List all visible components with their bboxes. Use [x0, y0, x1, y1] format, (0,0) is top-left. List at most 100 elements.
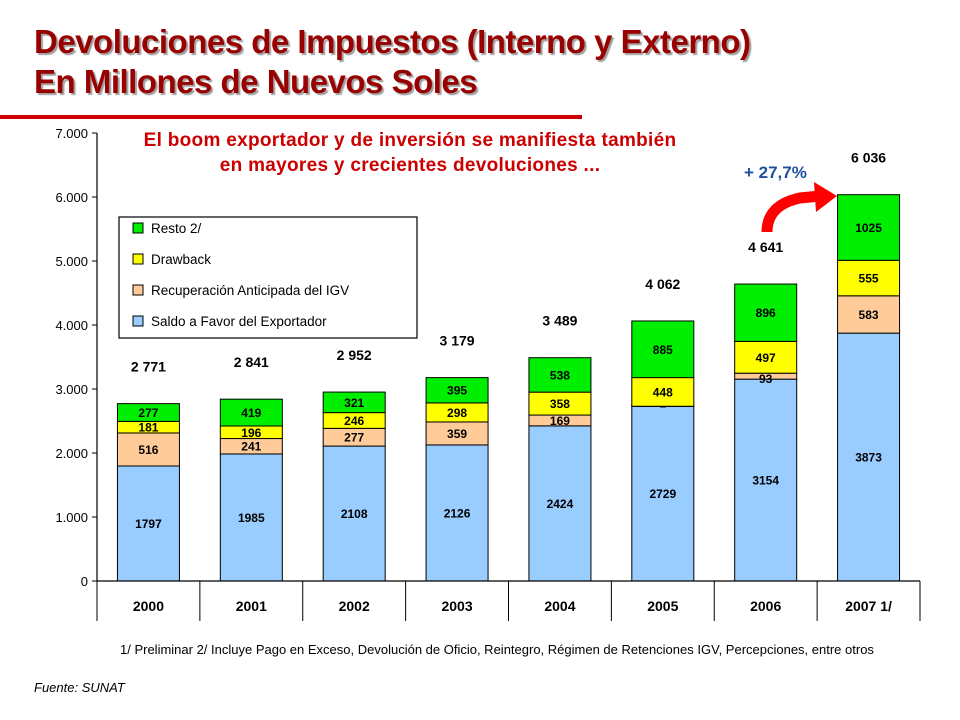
data-label: 538 [550, 368, 570, 382]
data-label: 246 [344, 414, 364, 428]
y-tick-label: 7.000 [55, 126, 88, 141]
legend-swatch [132, 222, 144, 234]
legend: Resto 2/Drawback Recuperación Anticipada … [118, 216, 418, 339]
y-tick-label: 5.000 [55, 254, 88, 269]
data-label: 1985 [238, 511, 265, 525]
bar-segment [734, 283, 798, 342]
bar-stack: 3154 93 497 896 4 641 [734, 239, 798, 582]
total-label: 4 641 [748, 239, 783, 255]
data-label: 516 [138, 443, 158, 457]
arrow-head [814, 182, 837, 212]
axes: 2000 2001 2002 2003 2004 2005 2006 2007 1/ [96, 133, 921, 621]
legend-swatch [132, 253, 144, 265]
total-label: 6 036 [851, 150, 886, 166]
bar-segment [219, 398, 283, 427]
data-label: 358 [550, 397, 570, 411]
bar-segment [425, 444, 489, 582]
legend-label: Resto 2/ [151, 221, 202, 236]
data-label: 1797 [135, 517, 162, 531]
data-label: 555 [859, 272, 879, 286]
arrow-shaft [761, 190, 821, 233]
total-label: 2 952 [337, 347, 372, 363]
data-label: 2729 [649, 487, 676, 501]
total-label: 4 062 [645, 276, 680, 292]
title-line-2: En Millones de Nuevos Soles [34, 63, 478, 100]
legend-box [118, 216, 418, 339]
bar-stack: 2126 359 298 395 3 179 [425, 333, 489, 582]
y-tick-label: 2.000 [55, 446, 88, 461]
total-label: 2 841 [234, 354, 269, 370]
bar-segment [528, 357, 592, 393]
data-label: 298 [447, 406, 467, 420]
y-tick-label: 4.000 [55, 318, 88, 333]
source-note: Fuente: SUNAT [34, 680, 125, 695]
bar-segment [631, 377, 695, 407]
legend-swatch [132, 284, 144, 296]
data-label: 277 [138, 406, 158, 420]
data-label: 3873 [855, 451, 882, 465]
x-tick-label: 2006 [750, 598, 781, 614]
data-label: 2126 [444, 506, 471, 520]
page-title: Devoluciones de Impuestos (Interno y Ext… [34, 22, 751, 102]
data-label: 885 [653, 343, 673, 357]
data-label: 1025 [855, 221, 882, 235]
data-label: 583 [859, 308, 879, 322]
data-label: 419 [241, 406, 261, 420]
x-tick-label: 2001 [236, 598, 267, 614]
data-label: 448 [653, 385, 673, 399]
data-label: 395 [447, 384, 467, 398]
data-label: 93 [759, 372, 773, 386]
data-label: 241 [241, 440, 261, 454]
bar-stack: 2108 277 246 321 2 952 [322, 347, 386, 582]
data-label: 359 [447, 427, 467, 441]
title-line-1: Devoluciones de Impuestos (Interno y Ext… [34, 23, 751, 60]
bar-stack: 3873 583 555 1025 6 036 [837, 150, 901, 582]
total-label: 3 179 [440, 333, 475, 349]
legend-swatch [132, 315, 144, 327]
data-label: 321 [344, 396, 364, 410]
chart-annotation: El boom exportador y de inversión se man… [110, 128, 710, 178]
growth-label: + 27,7% [744, 163, 807, 182]
annotation-line-1: El boom exportador y de inversión se man… [143, 130, 677, 151]
y-tick-label: 0 [81, 574, 88, 589]
bar-segment [837, 295, 901, 334]
data-label: 2108 [341, 507, 368, 521]
bar-segment [219, 453, 283, 582]
bar-segment [837, 194, 901, 261]
y-axis-ticks: 0 1.000 2.000 3.000 4.000 5.000 6.000 7.000 [55, 126, 97, 589]
x-tick-label: 2000 [133, 598, 164, 614]
x-tick-label: 2002 [339, 598, 370, 614]
x-tick-label: 2005 [647, 598, 678, 614]
x-tick-label: 2007 1/ [845, 598, 892, 614]
footnote: 1/ Preliminar 2/ Incluye Pago en Exceso,… [120, 642, 874, 657]
data-label: 169 [550, 414, 570, 428]
x-tick-label: 2003 [441, 598, 472, 614]
legend-label: Drawback [151, 252, 211, 267]
title-underline [0, 115, 582, 119]
legend-label: Recuperación Anticipada del IGV [151, 283, 349, 298]
bar-segment [631, 320, 695, 379]
bar-segment [322, 391, 386, 414]
data-label: 896 [756, 306, 776, 320]
bar-segment [116, 432, 180, 467]
total-label: 2 771 [131, 359, 166, 375]
growth-arrow-icon [761, 182, 837, 233]
bar-segment [116, 465, 180, 582]
legend-label: Saldo a Favor del Exportador [151, 314, 327, 329]
bar-segment [837, 332, 901, 582]
bar-segment [837, 259, 901, 297]
y-tick-label: 1.000 [55, 510, 88, 525]
y-tick-label: 6.000 [55, 190, 88, 205]
bar-segment [116, 403, 180, 422]
bar-stack: 2424 169 358 538 3 489 [528, 313, 592, 582]
bar-stack: 272914488854 062 [631, 276, 695, 582]
data-label: 277 [344, 431, 364, 445]
x-tick-label: 2004 [544, 598, 575, 614]
data-label: 196 [241, 426, 261, 440]
data-label: 2424 [547, 497, 574, 511]
bar-segment [322, 445, 386, 582]
